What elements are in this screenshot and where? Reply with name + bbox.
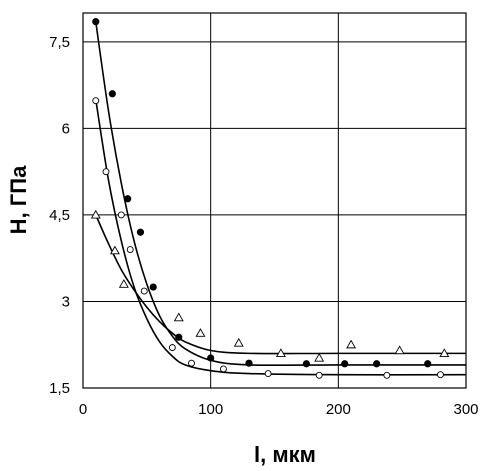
y-tick-label: 6 (62, 120, 70, 137)
y-tick-label: 7,5 (49, 34, 70, 51)
filled-circle-point (92, 18, 100, 26)
y-tick-labels: 1,5 3 4,5 6 7,5 (49, 34, 70, 397)
x-tick-label: 100 (198, 401, 223, 418)
fit-curves (94, 21, 467, 376)
x-tick-label: 0 (79, 401, 87, 418)
open-triangle-point (346, 339, 357, 349)
x-tick-label: 300 (453, 401, 478, 418)
plot-frame (82, 12, 467, 389)
filled-circle-point (108, 90, 116, 98)
filled-circle-point (136, 228, 145, 236)
open-triangle-point (394, 345, 405, 355)
open-triangle-point (90, 209, 101, 219)
fit-curve-2 (94, 99, 467, 376)
fit-curve-3 (95, 214, 466, 355)
y-tick-label: 1,5 (49, 380, 70, 397)
open-circle-point (437, 371, 444, 379)
filled-circle-point (302, 360, 311, 368)
open-triangle-point (439, 348, 450, 357)
open-circle-point (264, 370, 272, 378)
x-tick-label: 200 (326, 401, 351, 418)
filled-circle-point (175, 333, 183, 341)
open-triangle-point (173, 312, 184, 322)
open-triangle-point (118, 279, 129, 288)
open-triangle-point (314, 352, 325, 362)
open-circle-point (219, 365, 227, 373)
filled-circle-point (245, 359, 253, 367)
data-points (90, 18, 450, 379)
grid (83, 13, 466, 388)
filled-circle-point (341, 360, 349, 368)
open-circle-point (126, 246, 134, 253)
filled-circle-point (149, 283, 157, 291)
open-circle-point (92, 97, 100, 105)
open-triangle-point (275, 348, 286, 357)
open-circle-point (315, 371, 323, 379)
open-circle-point (102, 168, 110, 176)
x-tick-labels: 0 100 200 300 (79, 401, 479, 418)
open-circle-point (168, 344, 176, 352)
open-circle-point (383, 371, 391, 379)
open-circle-point (140, 287, 148, 295)
y-tick-label: 3 (62, 293, 70, 310)
open-triangle-point (109, 245, 120, 255)
filled-circle-point (424, 360, 432, 368)
open-circle-point (188, 359, 195, 367)
x-axis-title: l, мкм (254, 442, 316, 467)
open-triangle-point (195, 328, 206, 337)
open-triangle-point (233, 337, 244, 347)
filled-circle-point (373, 360, 381, 368)
y-axis-title: H, ГПа (6, 165, 31, 234)
filled-circle-point (207, 354, 215, 362)
open-circle-point (117, 211, 125, 219)
y-tick-label: 4,5 (49, 207, 70, 224)
filled-circle-point (124, 195, 132, 203)
